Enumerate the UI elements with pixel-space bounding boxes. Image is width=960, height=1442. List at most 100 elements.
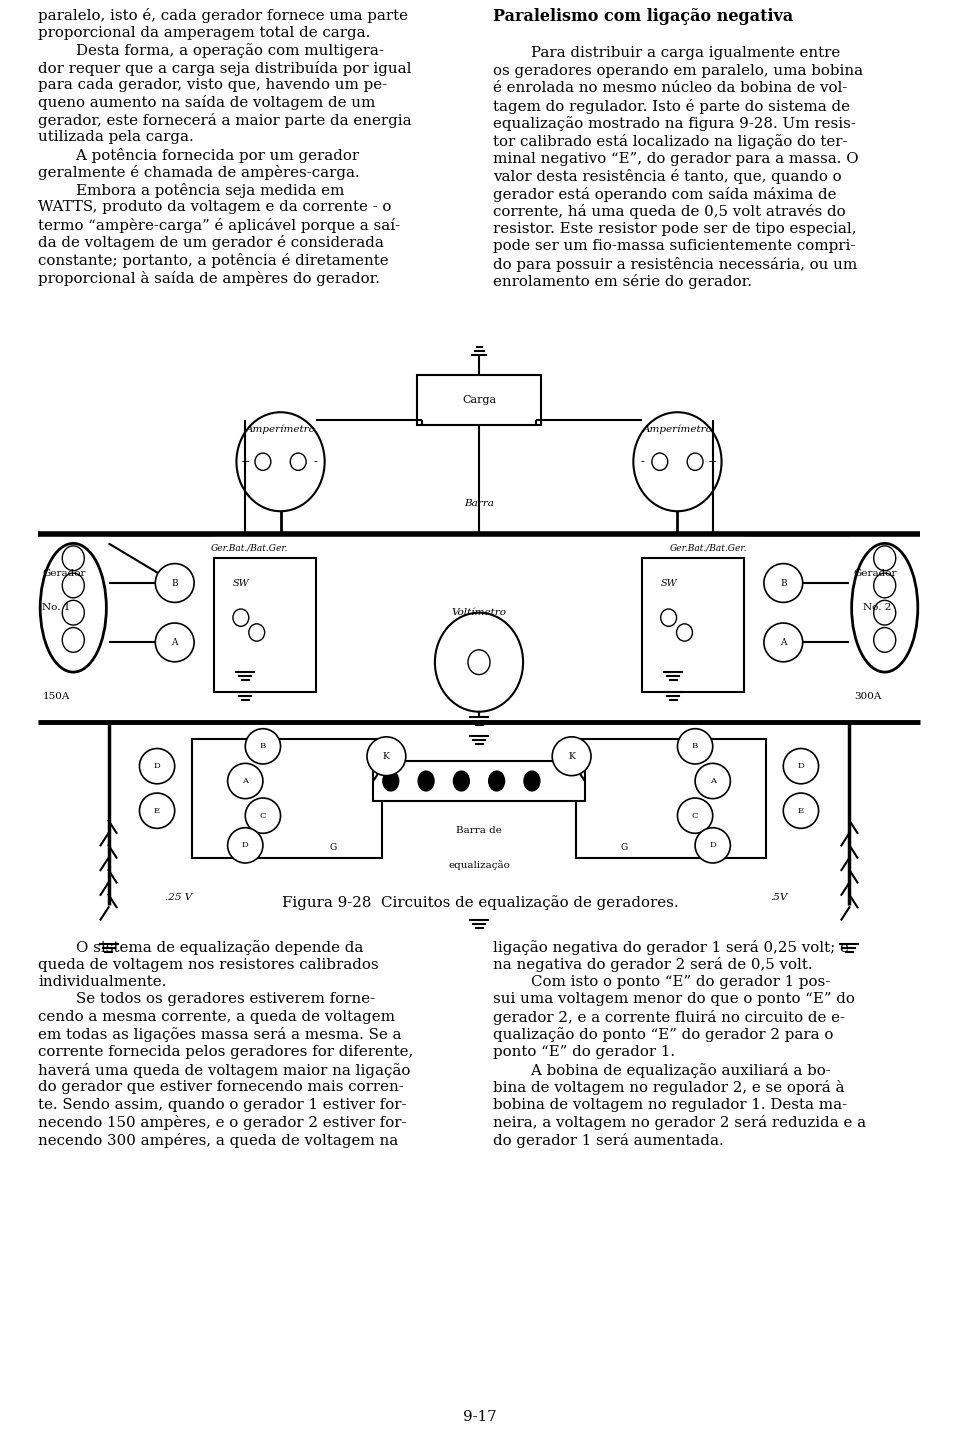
Text: pode ser um fio-massa suficientemente compri-: pode ser um fio-massa suficientemente co… bbox=[493, 239, 855, 252]
Ellipse shape bbox=[489, 771, 505, 790]
Text: do gerador que estiver fornecendo mais corren-: do gerador que estiver fornecendo mais c… bbox=[38, 1080, 404, 1094]
Ellipse shape bbox=[156, 564, 194, 603]
Bar bbox=[418, 375, 540, 424]
Text: D: D bbox=[709, 841, 716, 849]
Text: dor requer que a carga seja distribuída por igual: dor requer que a carga seja distribuída … bbox=[38, 61, 412, 75]
Ellipse shape bbox=[874, 572, 896, 598]
Text: Ger.Bat./Bat.Ger.: Ger.Bat./Bat.Ger. bbox=[669, 544, 747, 552]
Text: .5V: .5V bbox=[770, 893, 787, 901]
Text: proporcional à saída de ampères do gerador.: proporcional à saída de ampères do gerad… bbox=[38, 271, 380, 286]
Text: D: D bbox=[798, 763, 804, 770]
Bar bbox=[214, 558, 316, 692]
Text: +: + bbox=[241, 457, 250, 467]
Ellipse shape bbox=[156, 623, 194, 662]
Text: Gerador: Gerador bbox=[853, 568, 898, 578]
Text: 9-17: 9-17 bbox=[463, 1410, 497, 1425]
Ellipse shape bbox=[677, 624, 692, 642]
Text: sui uma voltagem menor do que o ponto “E” do: sui uma voltagem menor do que o ponto “E… bbox=[493, 992, 854, 1007]
Text: resistor. Este resistor pode ser de tipo especial,: resistor. Este resistor pode ser de tipo… bbox=[493, 222, 856, 235]
Ellipse shape bbox=[139, 793, 175, 828]
Ellipse shape bbox=[255, 453, 271, 470]
Text: +: + bbox=[708, 457, 717, 467]
Ellipse shape bbox=[233, 609, 249, 626]
Text: A: A bbox=[242, 777, 249, 784]
Text: Desta forma, a operação com multigera-: Desta forma, a operação com multigera- bbox=[38, 43, 384, 58]
Text: B: B bbox=[780, 578, 786, 587]
Ellipse shape bbox=[695, 763, 731, 799]
Ellipse shape bbox=[652, 453, 668, 470]
Text: gerador, este fornecerá a maior parte da energia: gerador, este fornecerá a maior parte da… bbox=[38, 112, 412, 128]
Text: haverá uma queda de voltagem maior na ligação: haverá uma queda de voltagem maior na li… bbox=[38, 1063, 410, 1077]
Text: C: C bbox=[692, 812, 698, 819]
Text: Barra de: Barra de bbox=[456, 826, 502, 835]
Text: Amperímetro: Amperímetro bbox=[642, 425, 712, 434]
Text: utilizada pela carga.: utilizada pela carga. bbox=[38, 130, 194, 144]
Text: corrente, há uma queda de 0,5 volt através do: corrente, há uma queda de 0,5 volt atrav… bbox=[493, 203, 846, 219]
Ellipse shape bbox=[236, 412, 324, 512]
Ellipse shape bbox=[687, 453, 703, 470]
Text: No. 1: No. 1 bbox=[42, 603, 71, 613]
Text: do gerador 1 será aumentada.: do gerador 1 será aumentada. bbox=[493, 1132, 724, 1148]
Ellipse shape bbox=[62, 572, 84, 598]
Text: A: A bbox=[172, 637, 178, 647]
Text: G: G bbox=[330, 844, 337, 852]
Text: tor calibrado está localizado na ligação do ter-: tor calibrado está localizado na ligação… bbox=[493, 134, 848, 149]
Text: te. Sendo assim, quando o gerador 1 estiver for-: te. Sendo assim, quando o gerador 1 esti… bbox=[38, 1097, 406, 1112]
Text: termo “ampère-carga” é aplicável porque a saí-: termo “ampère-carga” é aplicável porque … bbox=[38, 218, 400, 234]
Ellipse shape bbox=[40, 544, 107, 672]
Ellipse shape bbox=[524, 771, 540, 790]
Text: gerador 2, e a corrente fluirá no circuito de e-: gerador 2, e a corrente fluirá no circui… bbox=[493, 1009, 845, 1025]
Text: K: K bbox=[383, 751, 390, 761]
Text: qualização do ponto “E” do gerador 2 para o: qualização do ponto “E” do gerador 2 par… bbox=[493, 1028, 833, 1043]
Ellipse shape bbox=[139, 748, 175, 784]
Ellipse shape bbox=[245, 797, 280, 833]
Ellipse shape bbox=[468, 650, 490, 675]
Text: Com isto o ponto “E” do gerador 1 pos-: Com isto o ponto “E” do gerador 1 pos- bbox=[493, 975, 830, 989]
Text: SW: SW bbox=[232, 578, 250, 587]
Bar bbox=[192, 738, 382, 858]
Ellipse shape bbox=[228, 763, 263, 799]
Text: valor desta resistência é tanto, que, quando o: valor desta resistência é tanto, que, qu… bbox=[493, 169, 842, 185]
Text: SW: SW bbox=[660, 578, 677, 587]
Ellipse shape bbox=[874, 627, 896, 652]
Text: .25 V: .25 V bbox=[165, 893, 193, 901]
Ellipse shape bbox=[695, 828, 731, 862]
Ellipse shape bbox=[874, 547, 896, 571]
Text: Se todos os geradores estiverem forne-: Se todos os geradores estiverem forne- bbox=[38, 992, 375, 1007]
Text: -: - bbox=[314, 457, 318, 467]
Text: B: B bbox=[260, 743, 266, 750]
Ellipse shape bbox=[367, 737, 406, 776]
Ellipse shape bbox=[290, 453, 306, 470]
Text: corrente fornecida pelos geradores for diferente,: corrente fornecida pelos geradores for d… bbox=[38, 1045, 413, 1058]
Text: para cada gerador, visto que, havendo um pe-: para cada gerador, visto que, havendo um… bbox=[38, 78, 387, 92]
Bar bbox=[373, 761, 585, 800]
Text: D: D bbox=[154, 763, 160, 770]
Ellipse shape bbox=[764, 564, 803, 603]
Text: B: B bbox=[172, 578, 178, 587]
Text: os geradores operando em paralelo, uma bobina: os geradores operando em paralelo, uma b… bbox=[493, 63, 863, 78]
Text: A potência fornecida por um gerador: A potência fornecida por um gerador bbox=[38, 149, 359, 163]
Text: C: C bbox=[260, 812, 266, 819]
Text: é enrolada no mesmo núcleo da bobina de vol-: é enrolada no mesmo núcleo da bobina de … bbox=[493, 82, 848, 95]
Ellipse shape bbox=[383, 771, 398, 790]
Text: Amperímetro: Amperímetro bbox=[246, 425, 316, 434]
Text: E: E bbox=[154, 806, 160, 815]
Text: necendo 300 ampéres, a queda de voltagem na: necendo 300 ampéres, a queda de voltagem… bbox=[38, 1132, 398, 1148]
Ellipse shape bbox=[62, 547, 84, 571]
Text: equalização mostrado na figura 9-28. Um resis-: equalização mostrado na figura 9-28. Um … bbox=[493, 117, 856, 131]
Text: equalização: equalização bbox=[448, 861, 510, 870]
Text: A: A bbox=[780, 637, 786, 647]
Text: bina de voltagem no regulador 2, e se oporá à: bina de voltagem no regulador 2, e se op… bbox=[493, 1080, 845, 1094]
Ellipse shape bbox=[62, 627, 84, 652]
Ellipse shape bbox=[783, 793, 819, 828]
Text: E: E bbox=[798, 806, 804, 815]
Text: geralmente é chamada de ampères-carga.: geralmente é chamada de ampères-carga. bbox=[38, 166, 360, 180]
Bar bbox=[642, 558, 744, 692]
Text: gerador está operando com saída máxima de: gerador está operando com saída máxima d… bbox=[493, 186, 836, 202]
Text: bobina de voltagem no regulador 1. Desta ma-: bobina de voltagem no regulador 1. Desta… bbox=[493, 1097, 847, 1112]
Text: A bobina de equalização auxiliará a bo-: A bobina de equalização auxiliará a bo- bbox=[493, 1063, 830, 1077]
Text: queda de voltagem nos resistores calibrados: queda de voltagem nos resistores calibra… bbox=[38, 957, 378, 972]
Text: 300A: 300A bbox=[853, 692, 881, 701]
Text: Ger.Bat./Bat.Ger.: Ger.Bat./Bat.Ger. bbox=[211, 544, 288, 552]
Text: constante; portanto, a potência é diretamente: constante; portanto, a potência é direta… bbox=[38, 252, 389, 268]
